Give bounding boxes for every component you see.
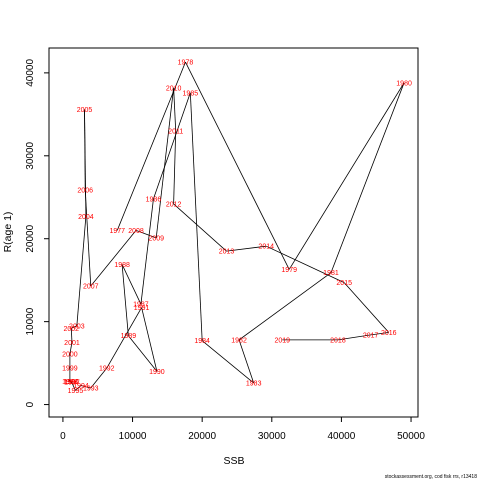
year-label: 2003 (69, 323, 85, 330)
year-label: 1991 (134, 305, 150, 312)
year-label: 2017 (363, 332, 379, 339)
trajectory-segment (135, 230, 157, 239)
trajectory-segment (173, 87, 177, 131)
trajectory-segment (69, 380, 73, 383)
year-label: 2005 (77, 107, 93, 114)
trajectory-segment (70, 381, 76, 391)
trajectory-segment (140, 198, 154, 305)
year-label: 2002 (63, 326, 79, 333)
trajectory-segment (84, 189, 92, 287)
year-label: 2015 (336, 280, 352, 287)
trajectory-segment (80, 385, 91, 389)
year-label: 2009 (148, 235, 164, 242)
year-label: 1998 (62, 379, 78, 386)
year-label: 2013 (219, 249, 235, 256)
x-tick-label: 30000 (258, 431, 286, 442)
x-tick-label: 20000 (188, 431, 216, 442)
year-label: 2001 (64, 340, 80, 347)
trajectory-lines (69, 61, 405, 391)
trajectory-segment (330, 82, 405, 273)
year-label: 2000 (62, 351, 78, 358)
year-label: 1992 (99, 366, 115, 373)
x-tick-label: 50000 (397, 431, 425, 442)
year-label: 1978 (178, 60, 194, 67)
year-label: 1988 (114, 262, 130, 269)
y-tick-label: 20000 (25, 224, 36, 252)
year-label: 2008 (128, 228, 144, 235)
trajectory-segment (70, 328, 73, 343)
trajectory-segment (337, 334, 371, 341)
year-label: 1989 (121, 333, 137, 340)
y-axis-title: R(age 1) (2, 212, 14, 253)
year-label: 1990 (149, 369, 165, 376)
trajectory-segment (121, 264, 142, 305)
year-label: 1986 (146, 196, 162, 203)
year-label: 1982 (231, 337, 247, 344)
year-label: 2010 (166, 85, 182, 92)
trajectory-segment (288, 82, 405, 270)
trajectory-segment (173, 203, 227, 252)
year-label: 1983 (246, 381, 262, 388)
year-label: 2014 (258, 244, 274, 251)
trajectory-segment (238, 272, 332, 341)
trajectory-segment (189, 92, 203, 341)
trajectory-segment (106, 307, 142, 369)
y-tick-label: 30000 (25, 141, 36, 169)
trajectory-segment (266, 245, 345, 284)
year-label: 1980 (396, 80, 412, 87)
trajectory-segment (141, 307, 158, 372)
trajectory-segment (121, 264, 129, 336)
year-label: 2004 (78, 214, 94, 221)
trajectory-segment (238, 339, 255, 384)
plot-frame (48, 47, 419, 418)
trajectory-segment (185, 61, 290, 270)
trajectory-segment (90, 230, 137, 287)
year-label: 2019 (274, 337, 290, 344)
trajectory-segment (69, 342, 73, 355)
footer-credit: stockassessment.org, cod fisk rrs, r1341… (385, 474, 477, 480)
trajectory-segment (173, 130, 177, 204)
x-tick-label: 10000 (119, 431, 147, 442)
year-label: 1997 (64, 380, 80, 387)
x-tick-label: 40000 (328, 431, 356, 442)
year-label: 1999 (62, 366, 78, 373)
trajectory-segment (71, 325, 78, 329)
year-label: 2016 (381, 330, 397, 337)
year-label: 1985 (183, 90, 199, 97)
trajectory-segment (128, 335, 158, 372)
trajectory-segment (84, 109, 86, 190)
year-label: 2018 (330, 337, 346, 344)
year-label: 1994 (73, 383, 89, 390)
x-axis-title: SSB (223, 455, 244, 467)
trajectory-segment (201, 340, 254, 384)
y-tick-label: 40000 (25, 59, 36, 87)
trajectory-segment (343, 282, 390, 333)
axes: 0 10000 20000 30000 40000 50000 0 10000 20000 300… (25, 59, 425, 442)
y-tick-label: 10000 (25, 307, 36, 335)
trajectory-segment (75, 385, 82, 391)
trajectory-segment (153, 92, 191, 200)
year-label: 2006 (77, 187, 93, 194)
year-label: 1981 (323, 270, 339, 277)
y-tick-label: 0 (25, 401, 36, 407)
year-label: 1996 (63, 379, 79, 386)
trajectory-segment (226, 245, 267, 252)
trajectory-segment (155, 87, 175, 238)
year-label: 1987 (133, 302, 149, 309)
year-label: 1984 (194, 338, 210, 345)
trajectory-segment (76, 216, 87, 326)
trajectory-segment (90, 367, 108, 389)
year-label: 1993 (83, 385, 99, 392)
year-label: 2007 (83, 283, 99, 290)
year-label: 2012 (166, 201, 182, 208)
year-label: 2011 (168, 128, 183, 135)
trajectory-segment (370, 332, 389, 336)
year-label: 1995 (68, 388, 84, 395)
year-label: 1977 (109, 228, 125, 235)
year-labels: 1977 1978 1979 1980 1981 1982 1983 1984 1985 1986… (62, 60, 412, 395)
year-label: 1979 (281, 267, 297, 274)
x-tick-label: 0 (60, 431, 66, 442)
